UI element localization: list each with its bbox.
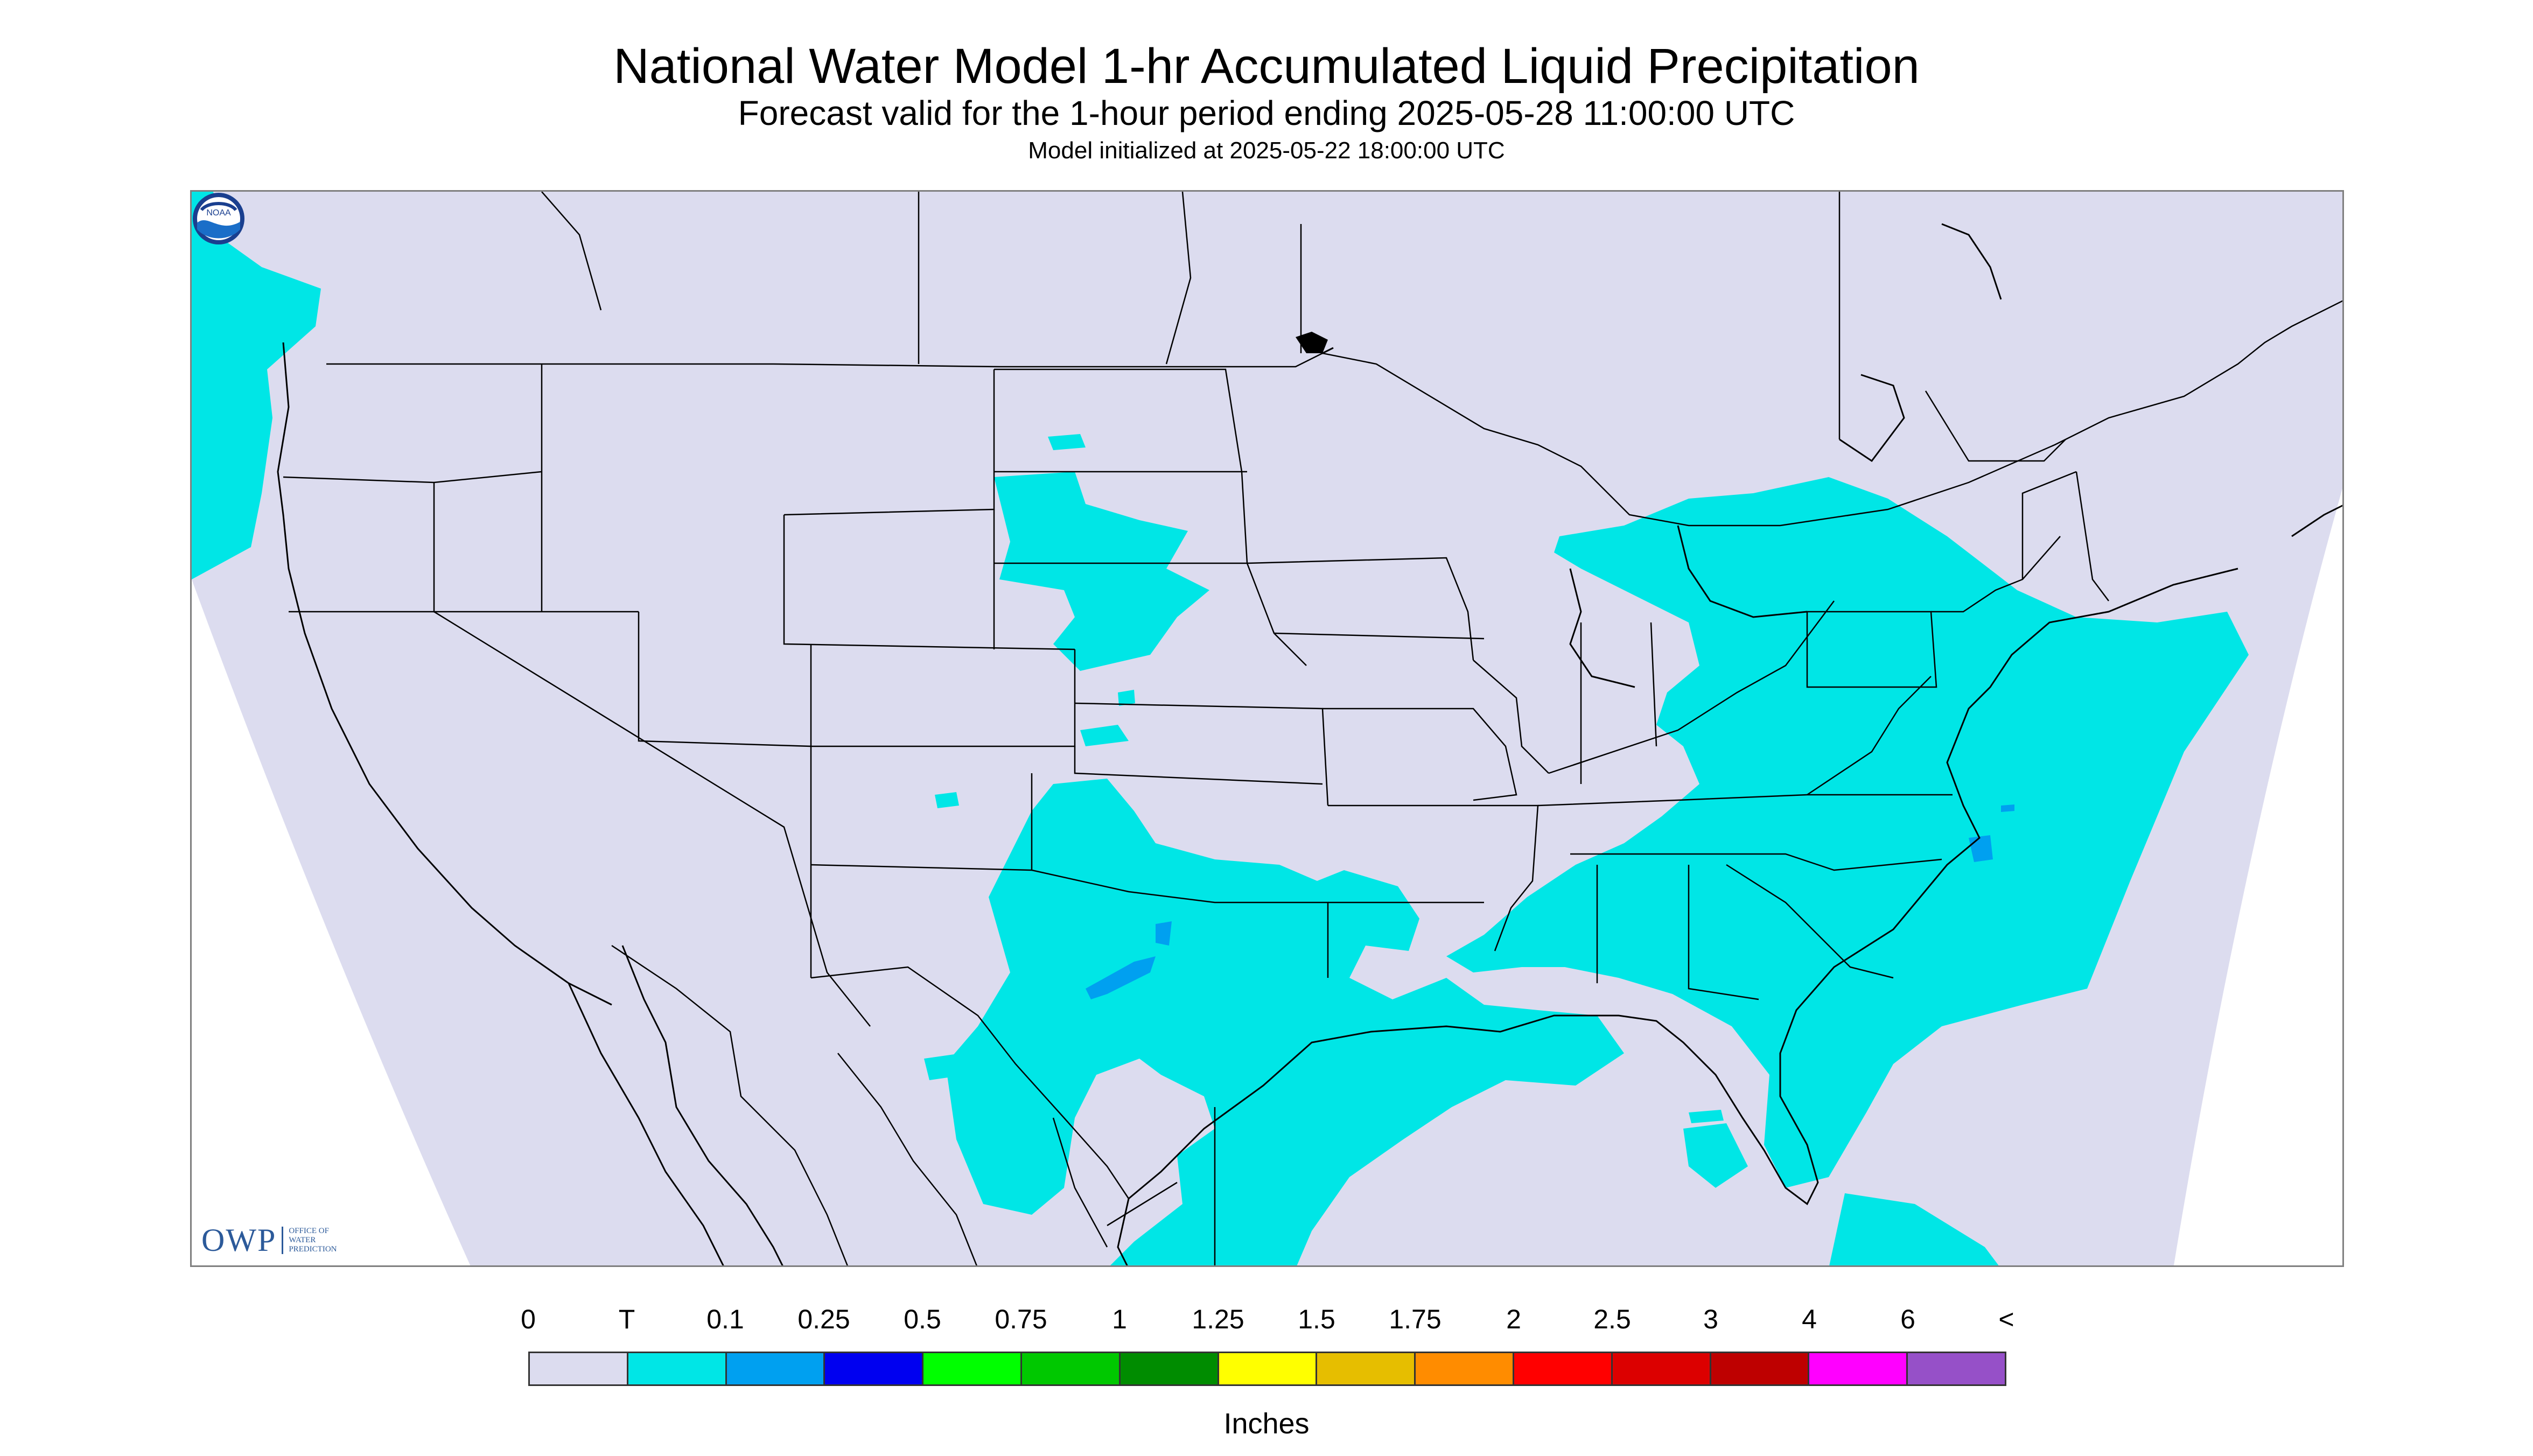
legend-swatch-1: [628, 1353, 727, 1384]
legend-swatch-10: [1514, 1353, 1613, 1384]
legend-label-10: 2: [1506, 1304, 1521, 1334]
legend-swatch-7: [1219, 1353, 1318, 1384]
legend-label-15: <: [1998, 1304, 2014, 1334]
legend-swatch-14: [1908, 1353, 2005, 1384]
forecast-valid-subtitle: Forecast valid for the 1-hour period end…: [738, 94, 1795, 132]
legend-label-7: 1.25: [1192, 1304, 1244, 1334]
legend-label-4: 0.5: [904, 1304, 941, 1334]
legend-label-6: 1: [1112, 1304, 1127, 1334]
color-legend: [528, 1352, 2006, 1386]
legend-swatch-5: [1021, 1353, 1121, 1384]
legend-swatch-0: [530, 1353, 628, 1384]
legend-label-14: 6: [1900, 1304, 1915, 1334]
precipitation-map: OWP OFFICE OF WATER PREDICTION NOAA: [190, 190, 2344, 1267]
political-boundaries: [283, 192, 2342, 1265]
lake-of-the-woods: [1296, 332, 1328, 353]
legend-swatch-11: [1612, 1353, 1711, 1384]
model-init-subtitle: Model initialized at 2025-05-22 18:00:00…: [1028, 137, 1505, 164]
noaa-logo-text: NOAA: [206, 208, 231, 218]
map-canvas: [192, 192, 2342, 1265]
owp-logo-subtext: OFFICE OF WATER PREDICTION: [282, 1226, 337, 1254]
legend-label-8: 1.5: [1298, 1304, 1335, 1334]
legend-label-9: 1.75: [1389, 1304, 1442, 1334]
legend-swatch-6: [1120, 1353, 1219, 1384]
legend-label-13: 4: [1802, 1304, 1817, 1334]
legend-label-11: 2.5: [1593, 1304, 1631, 1334]
precip-trace-areas: [192, 192, 2249, 1265]
legend-swatch-13: [1809, 1353, 1908, 1384]
legend-label-5: 0.75: [995, 1304, 1047, 1334]
owp-logo: OWP OFFICE OF WATER PREDICTION: [201, 1221, 337, 1259]
legend-swatch-9: [1416, 1353, 1514, 1384]
legend-label-12: 3: [1703, 1304, 1718, 1334]
map-title: National Water Model 1-hr Accumulated Li…: [613, 39, 1920, 94]
legend-swatch-8: [1317, 1353, 1416, 1384]
legend-swatch-2: [726, 1353, 825, 1384]
legend-label-0: 0: [521, 1304, 536, 1334]
legend-swatch-4: [923, 1353, 1022, 1384]
legend-swatch-12: [1711, 1353, 1810, 1384]
legend-units: Inches: [1223, 1408, 1310, 1440]
noaa-logo: NOAA: [193, 193, 244, 244]
legend-label-1: T: [618, 1304, 635, 1334]
legend-swatch-3: [825, 1353, 924, 1384]
owp-logo-text: OWP: [201, 1222, 277, 1258]
legend-label-2: 0.1: [706, 1304, 744, 1334]
legend-label-3: 0.25: [797, 1304, 850, 1334]
